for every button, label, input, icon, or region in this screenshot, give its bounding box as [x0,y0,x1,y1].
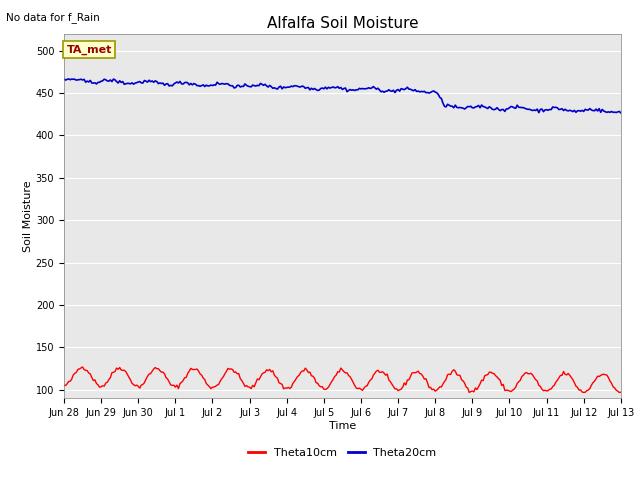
Y-axis label: Soil Moisture: Soil Moisture [23,180,33,252]
Text: TA_met: TA_met [67,45,112,55]
Text: No data for f_Rain: No data for f_Rain [6,12,100,23]
X-axis label: Time: Time [329,421,356,431]
Title: Alfalfa Soil Moisture: Alfalfa Soil Moisture [267,16,418,31]
Legend: Theta10cm, Theta20cm: Theta10cm, Theta20cm [244,443,441,462]
